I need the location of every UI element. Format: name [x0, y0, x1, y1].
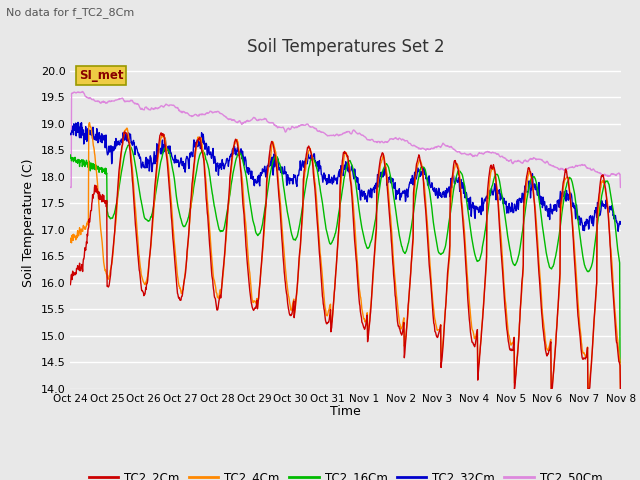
Title: Soil Temperatures Set 2: Soil Temperatures Set 2: [247, 38, 444, 56]
Text: SI_met: SI_met: [79, 69, 123, 82]
Text: No data for f_TC2_8Cm: No data for f_TC2_8Cm: [6, 7, 134, 18]
Legend: TC2_2Cm, TC2_4Cm, TC2_16Cm, TC2_32Cm, TC2_50Cm: TC2_2Cm, TC2_4Cm, TC2_16Cm, TC2_32Cm, TC…: [84, 467, 607, 480]
X-axis label: Time: Time: [330, 405, 361, 418]
Y-axis label: Soil Temperature (C): Soil Temperature (C): [22, 159, 35, 288]
